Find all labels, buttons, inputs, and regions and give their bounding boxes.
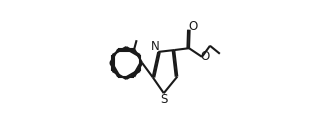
Text: O: O — [189, 20, 198, 33]
Text: N: N — [150, 40, 159, 53]
Text: S: S — [161, 93, 168, 106]
Text: O: O — [200, 50, 209, 63]
